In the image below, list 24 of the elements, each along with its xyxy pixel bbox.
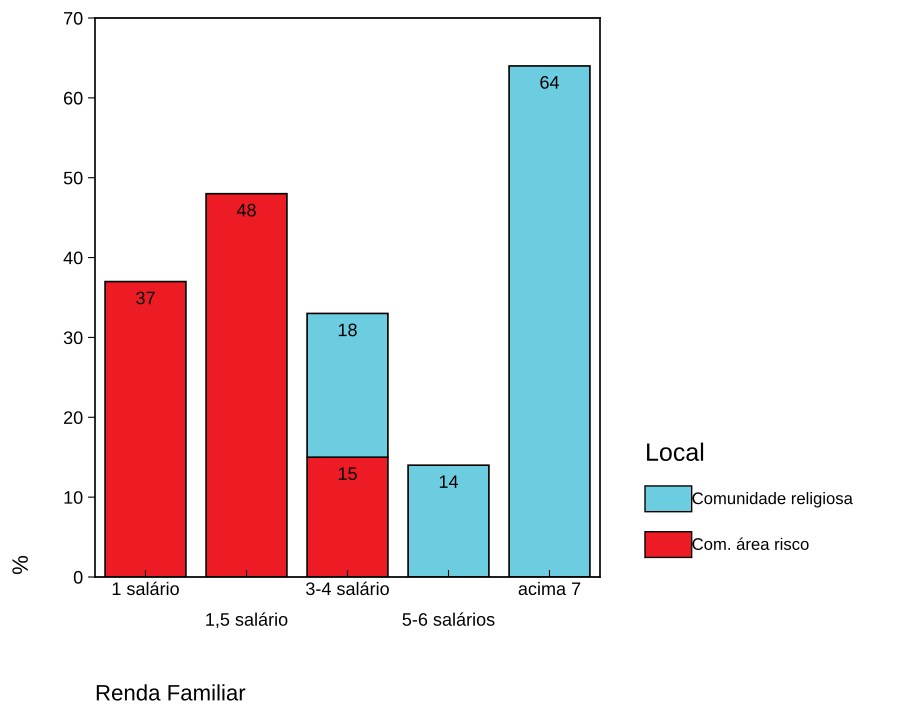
y-tick-label: 20 <box>64 411 82 424</box>
y-tick-label: 50 <box>64 172 82 184</box>
x-tick-label: 1 salário <box>112 582 179 596</box>
data-label: 18 <box>338 324 357 336</box>
y-tick-label: 0 <box>74 570 82 584</box>
y-tick-label: 40 <box>64 252 82 264</box>
legend-title: Local <box>647 442 704 461</box>
x-tick-label: acima 7 <box>518 582 580 596</box>
data-label: 48 <box>236 204 256 217</box>
y-tick-label: 30 <box>64 331 82 344</box>
y-tick-label: 10 <box>64 491 82 504</box>
data-label: 15 <box>338 467 357 480</box>
legend-label: Comunidade religiosa <box>692 492 853 508</box>
y-axis-title: % <box>12 556 28 574</box>
data-label: 14 <box>440 475 458 488</box>
y-tick-label: 60 <box>64 92 82 105</box>
x-tick-label: 3-4 salário <box>306 582 389 596</box>
x-axis-title: Renda Familiar <box>96 684 246 701</box>
data-label: 37 <box>136 292 155 304</box>
data-label: 64 <box>540 76 560 89</box>
legend-label: Com. área risco <box>692 538 809 550</box>
x-tick-label: 5-6 salários <box>402 612 495 626</box>
y-tick-label: 70 <box>64 12 82 25</box>
x-tick-label: 1,5 salário <box>206 612 288 628</box>
